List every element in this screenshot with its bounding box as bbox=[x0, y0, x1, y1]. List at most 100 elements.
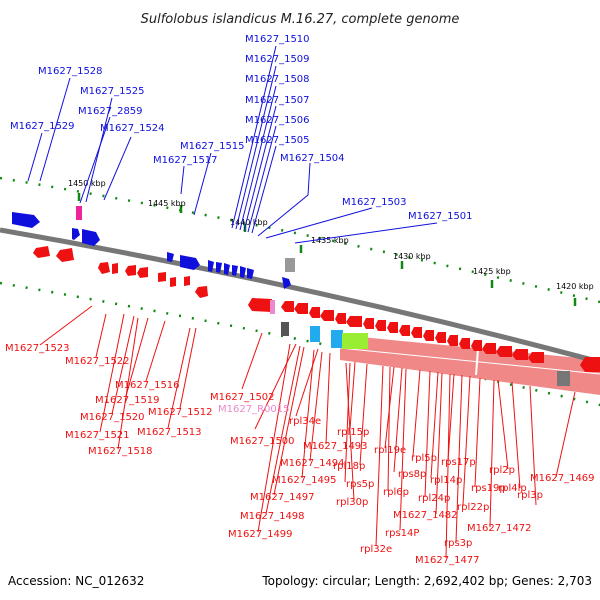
gene-label: rpl19e bbox=[374, 445, 406, 456]
gene-label: M1627_1495 bbox=[272, 475, 337, 486]
gene-label: M1627_2859 bbox=[78, 106, 143, 117]
reverse-gene bbox=[411, 327, 422, 338]
gene-label: rps3p bbox=[444, 538, 472, 549]
gene-label: M1627_1521 bbox=[65, 430, 130, 441]
forward-gene bbox=[208, 260, 214, 272]
gene-label: M1627_1500 bbox=[230, 436, 295, 447]
gene-label: M1627_1508 bbox=[245, 74, 310, 85]
reverse-gene bbox=[112, 263, 118, 274]
gene-label: M1627_1519 bbox=[95, 395, 160, 406]
gene-label: M1627_1516 bbox=[115, 380, 180, 391]
gene-label: M1627_1528 bbox=[38, 66, 103, 77]
gene-label: M1627_1509 bbox=[245, 54, 310, 65]
forward-gene bbox=[282, 277, 291, 289]
band-cyan-block-2 bbox=[310, 326, 320, 342]
gene-label: M1627_1523 bbox=[5, 343, 70, 354]
gene-label: rpl15p bbox=[337, 427, 369, 438]
reverse-gene bbox=[496, 346, 512, 357]
forward-gene bbox=[240, 266, 246, 278]
gene-label: rpl2p bbox=[489, 465, 515, 476]
forward-gene bbox=[216, 262, 222, 273]
reverse-gene bbox=[170, 277, 176, 287]
gene-label: M1627_1503 bbox=[342, 197, 407, 208]
reverse-genes bbox=[33, 246, 600, 372]
forward-gene bbox=[180, 255, 200, 270]
forward-genes bbox=[12, 212, 291, 289]
reverse-gene bbox=[459, 338, 470, 349]
accession-text: Accession: NC_012632 bbox=[8, 574, 144, 588]
reverse-gene bbox=[512, 349, 528, 360]
rna-gene bbox=[270, 300, 275, 314]
kbp-label: 1440 kbp bbox=[230, 218, 268, 227]
gene-label: rpl3p bbox=[517, 490, 543, 501]
gene-label: M1627_1497 bbox=[250, 492, 315, 503]
reverse-gene bbox=[471, 340, 482, 351]
gene-label: rpl30p bbox=[336, 497, 368, 508]
gene-label: rpl34e bbox=[289, 416, 321, 427]
reverse-gene bbox=[281, 301, 294, 312]
gene-label: M1627_1507 bbox=[245, 95, 310, 106]
gene-label: M1627_1504 bbox=[280, 153, 345, 164]
reverse-gene bbox=[184, 276, 190, 286]
band-gray-block bbox=[557, 371, 570, 386]
gene-label: M1627_1513 bbox=[137, 427, 202, 438]
gene-label: M1627_1502 bbox=[210, 392, 275, 403]
gene-label: M1627_R0015 bbox=[218, 404, 289, 415]
reverse-gene bbox=[435, 332, 446, 343]
gene-label: M1627_1506 bbox=[245, 115, 310, 126]
reverse-gene bbox=[320, 310, 334, 321]
gene-label: M1627_1482 bbox=[393, 510, 458, 521]
reverse-gene bbox=[399, 325, 410, 336]
gene-label: rps14P bbox=[385, 528, 419, 539]
gene-label: M1627_1469 bbox=[530, 473, 595, 484]
gene-label: M1627_1525 bbox=[80, 86, 145, 97]
gene-label: rps5p bbox=[346, 479, 374, 490]
gene-label: M1627_1499 bbox=[228, 529, 293, 540]
reverse-leader-lines bbox=[39, 305, 576, 559]
gene-label: M1627_1477 bbox=[415, 555, 480, 566]
gene-label: M1627_1505 bbox=[245, 135, 310, 146]
genome-backbone bbox=[0, 227, 600, 365]
gene-label: rpl6p bbox=[383, 487, 409, 498]
gene-label: rpl18p bbox=[333, 461, 365, 472]
reverse-gene bbox=[309, 307, 320, 318]
reverse-gene bbox=[447, 335, 458, 346]
gene-label: M1627_1510 bbox=[245, 34, 310, 45]
gene-label: M1627_1515 bbox=[180, 141, 245, 152]
reverse-gene bbox=[482, 343, 496, 354]
kbp-major-ticks bbox=[77, 193, 577, 306]
forward-gene bbox=[12, 212, 40, 228]
gene-label: M1627_1493 bbox=[303, 441, 368, 452]
inner-tick-ring bbox=[0, 281, 600, 407]
kbp-label: 1435 kbp bbox=[311, 236, 349, 245]
reverse-gene bbox=[335, 313, 346, 324]
gene-label: rpl22p bbox=[457, 502, 489, 513]
reverse-gene bbox=[387, 322, 398, 333]
gene-label: rpl5p bbox=[411, 453, 437, 464]
reverse-gene bbox=[158, 272, 166, 282]
reverse-gene bbox=[580, 357, 600, 372]
forward-gene bbox=[72, 228, 80, 240]
genome-title: Sulfolobus islandicus M.16.27, complete … bbox=[141, 12, 460, 27]
gene-label: rpl24p bbox=[418, 493, 450, 504]
reverse-gene bbox=[125, 265, 136, 276]
gene-label: M1627_1520 bbox=[80, 412, 145, 423]
gene-label: M1627_1472 bbox=[467, 523, 532, 534]
reverse-gene bbox=[363, 318, 374, 329]
forward-labels: M1627_1510 M1627_1509 M1627_1508 M1627_1… bbox=[10, 34, 473, 222]
forward-gene bbox=[224, 263, 230, 275]
reverse-gene bbox=[294, 303, 308, 314]
forward-gene bbox=[82, 229, 100, 246]
gene-label: rpl14p bbox=[430, 475, 462, 486]
cds-band bbox=[339, 335, 600, 395]
gene-label: rpl32e bbox=[360, 544, 392, 555]
reverse-gene bbox=[195, 286, 208, 298]
reverse-gene bbox=[137, 267, 148, 278]
gene-label: M1627_1518 bbox=[88, 446, 153, 457]
kbp-label: 1445 kbp bbox=[148, 199, 186, 208]
gene-label: rps17p bbox=[441, 457, 476, 468]
band-dark-block bbox=[281, 322, 289, 336]
topology-text: Topology: circular; Length: 2,692,402 bp… bbox=[261, 574, 592, 588]
